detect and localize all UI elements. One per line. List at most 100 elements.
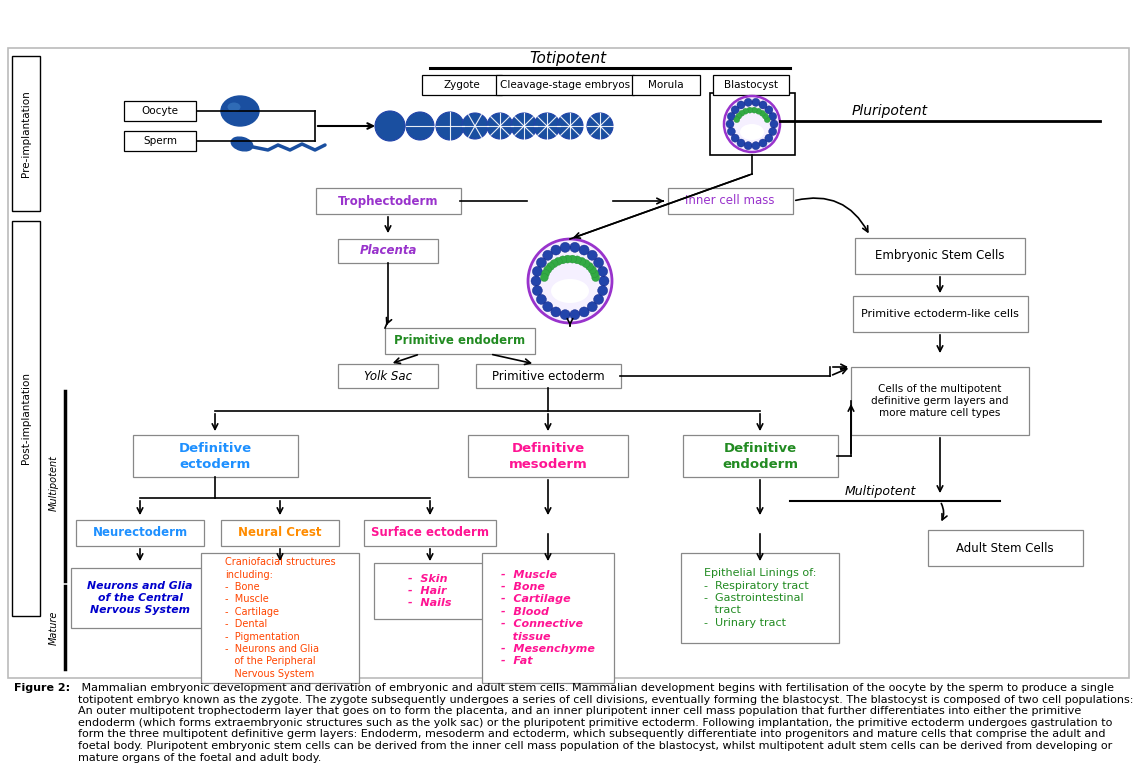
FancyBboxPatch shape [8, 48, 1129, 678]
Circle shape [435, 112, 464, 140]
FancyBboxPatch shape [338, 364, 438, 388]
Circle shape [588, 250, 597, 260]
Text: Pre-implantation: Pre-implantation [20, 90, 31, 178]
Circle shape [755, 108, 762, 114]
Circle shape [752, 107, 757, 113]
Circle shape [588, 266, 597, 273]
FancyBboxPatch shape [682, 435, 838, 477]
FancyBboxPatch shape [632, 75, 700, 95]
Circle shape [532, 286, 542, 296]
Circle shape [573, 256, 581, 264]
FancyBboxPatch shape [364, 520, 496, 546]
Text: Mammalian embryonic development and derivation of embryonic and adult stem cells: Mammalian embryonic development and deri… [78, 683, 1134, 763]
Circle shape [594, 294, 604, 304]
FancyBboxPatch shape [482, 553, 614, 683]
Text: Mature: Mature [49, 611, 59, 645]
FancyBboxPatch shape [76, 520, 204, 546]
FancyBboxPatch shape [713, 75, 789, 95]
FancyBboxPatch shape [681, 553, 839, 643]
Text: Figure 2:: Figure 2: [14, 683, 70, 693]
Circle shape [737, 139, 745, 147]
Circle shape [760, 101, 767, 109]
Circle shape [599, 276, 609, 286]
Ellipse shape [221, 96, 259, 126]
Ellipse shape [551, 279, 589, 303]
Circle shape [739, 110, 745, 116]
Circle shape [728, 113, 736, 120]
Text: -  Skin
-  Hair
-  Nails: - Skin - Hair - Nails [408, 574, 451, 608]
Circle shape [731, 134, 739, 142]
Circle shape [724, 96, 780, 152]
FancyBboxPatch shape [374, 563, 485, 619]
Text: Definitive
mesoderm: Definitive mesoderm [508, 441, 588, 470]
FancyBboxPatch shape [221, 520, 339, 546]
FancyBboxPatch shape [124, 131, 196, 151]
Text: Epithelial Linings of:
-  Respiratory tract
-  Gastrointestinal
   tract
-  Urin: Epithelial Linings of: - Respiratory tra… [704, 568, 816, 628]
Ellipse shape [740, 124, 764, 140]
Text: Pluripotent: Pluripotent [852, 104, 928, 118]
FancyBboxPatch shape [928, 530, 1082, 566]
Circle shape [558, 256, 566, 264]
Circle shape [733, 116, 740, 123]
Circle shape [561, 309, 570, 319]
Circle shape [598, 286, 607, 296]
Circle shape [547, 263, 555, 270]
Circle shape [747, 107, 753, 113]
Circle shape [762, 113, 769, 119]
Text: Morula: Morula [648, 80, 683, 90]
Text: Neural Crest: Neural Crest [239, 526, 322, 539]
Circle shape [586, 263, 594, 270]
FancyBboxPatch shape [422, 75, 503, 95]
Circle shape [542, 250, 553, 260]
Circle shape [568, 255, 576, 263]
FancyBboxPatch shape [201, 553, 359, 683]
Circle shape [760, 110, 765, 116]
Circle shape [541, 270, 549, 277]
Circle shape [578, 257, 586, 265]
FancyBboxPatch shape [385, 328, 536, 354]
FancyBboxPatch shape [496, 75, 634, 95]
Circle shape [550, 307, 561, 317]
Circle shape [532, 267, 542, 277]
Circle shape [564, 255, 572, 263]
Circle shape [550, 260, 558, 267]
Text: Yolk Sac: Yolk Sac [364, 369, 412, 382]
Text: Surface ectoderm: Surface ectoderm [371, 526, 489, 539]
Circle shape [769, 127, 777, 136]
Circle shape [598, 267, 607, 277]
Text: Craniofacial structures
including:
-  Bone
-  Muscle
-  Cartilage
-  Dental
-  P: Craniofacial structures including: - Bon… [225, 557, 335, 679]
FancyBboxPatch shape [13, 221, 40, 616]
Circle shape [542, 302, 553, 312]
Circle shape [561, 242, 570, 252]
Circle shape [406, 112, 434, 140]
FancyBboxPatch shape [850, 367, 1029, 435]
Circle shape [588, 302, 597, 312]
FancyBboxPatch shape [667, 188, 792, 214]
FancyBboxPatch shape [315, 188, 460, 214]
Circle shape [765, 134, 773, 142]
Circle shape [752, 98, 760, 106]
Text: Oocyte: Oocyte [141, 106, 179, 116]
Circle shape [462, 113, 488, 139]
Circle shape [550, 245, 561, 255]
Text: Cells of the multipotent
definitive germ layers and
more mature cell types: Cells of the multipotent definitive germ… [871, 384, 1009, 418]
FancyBboxPatch shape [475, 364, 621, 388]
Text: Zygote: Zygote [443, 80, 480, 90]
Circle shape [590, 270, 598, 277]
Circle shape [752, 142, 760, 149]
FancyBboxPatch shape [468, 435, 628, 477]
Circle shape [537, 257, 547, 267]
FancyBboxPatch shape [13, 56, 40, 211]
Text: Sperm: Sperm [143, 136, 177, 146]
Text: Primitive ectoderm-like cells: Primitive ectoderm-like cells [861, 309, 1019, 319]
Circle shape [737, 101, 745, 109]
FancyBboxPatch shape [133, 435, 298, 477]
Circle shape [745, 142, 753, 149]
Text: Definitive
endoderm: Definitive endoderm [722, 441, 798, 470]
FancyBboxPatch shape [70, 568, 209, 628]
Text: Neurons and Glia
of the Central
Nervous System: Neurons and Glia of the Central Nervous … [88, 581, 193, 615]
Text: Primitive endoderm: Primitive endoderm [395, 335, 525, 348]
Text: Trophectoderm: Trophectoderm [338, 195, 438, 208]
FancyBboxPatch shape [855, 238, 1024, 274]
FancyBboxPatch shape [338, 239, 438, 263]
